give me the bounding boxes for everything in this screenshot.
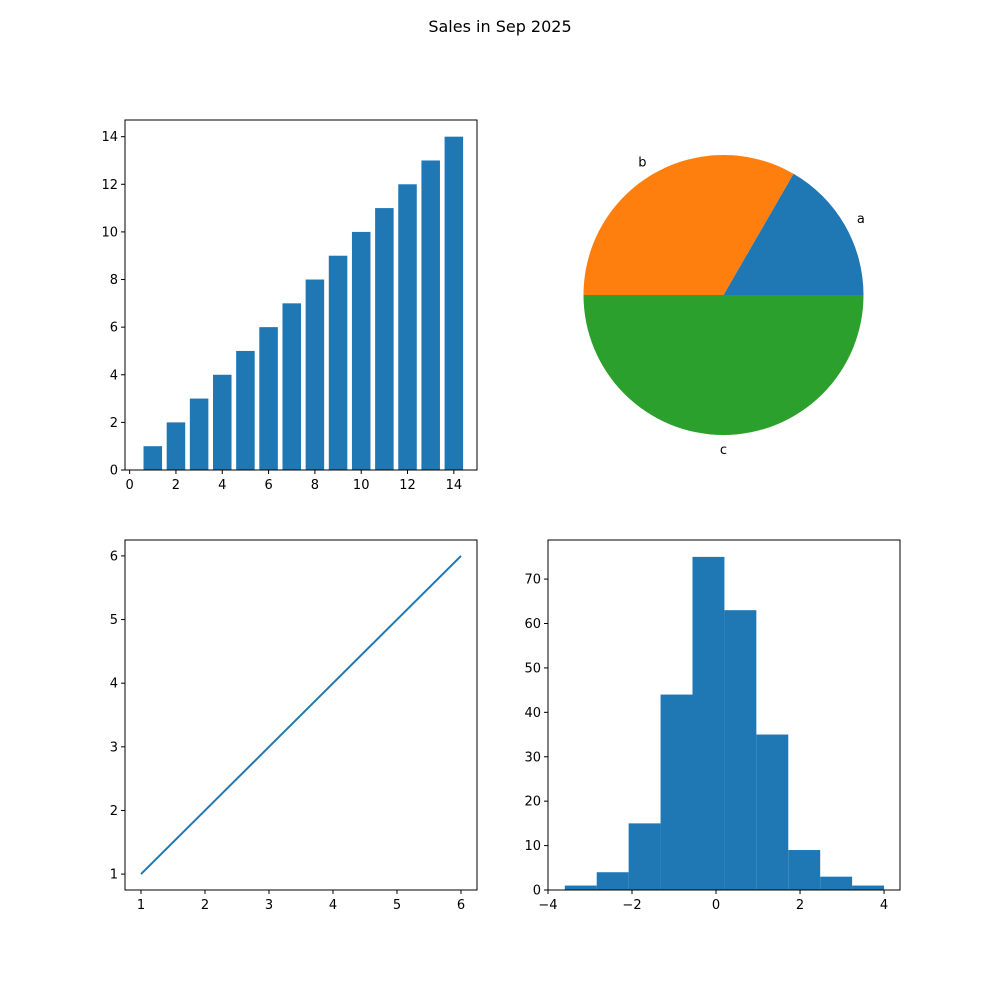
- pie-label-b: b: [638, 156, 646, 171]
- bar-chart-y-tick-label: 0: [110, 464, 118, 479]
- bar-1: [143, 446, 163, 470]
- bar-12: [398, 184, 417, 471]
- histogram-bin-1: [564, 885, 597, 890]
- histogram-y-tick-label: 40: [524, 706, 541, 721]
- line-chart-x-tick-label: 2: [201, 898, 209, 913]
- bar-chart-x-tick-label: 0: [125, 478, 133, 493]
- figure-title: Sales in Sep 2025: [428, 17, 571, 36]
- line-chart-y-tick-label: 5: [110, 613, 118, 628]
- histogram-bin-9: [820, 876, 853, 890]
- bar-chart-axes-frame: [124, 119, 478, 471]
- histogram-y-tick-label: 10: [524, 839, 541, 854]
- bar-7: [282, 303, 301, 470]
- bar-chart-y-tick-label: 8: [110, 273, 118, 288]
- histogram-bin-10: [852, 885, 885, 890]
- histogram-bin-4: [660, 694, 693, 890]
- bar-chart-x-tick-label: 6: [264, 478, 272, 493]
- histogram-y-tick-label: 20: [524, 795, 541, 810]
- histogram-bin-6: [724, 610, 757, 890]
- histogram-bin-2: [596, 872, 629, 890]
- pie-slice-a: [723, 173, 864, 295]
- bar-9: [328, 255, 348, 470]
- bar-chart-y-tick-label: 2: [110, 416, 118, 431]
- bar-13: [421, 160, 440, 470]
- bar-8: [305, 279, 325, 470]
- line-chart-x-tick-label: 4: [329, 898, 337, 913]
- histogram-y-tick-label: 30: [524, 750, 541, 765]
- line-chart-y-tick-label: 1: [110, 868, 118, 883]
- pie-label-a: a: [857, 212, 865, 227]
- bar-3: [189, 398, 209, 470]
- bar-11: [375, 208, 394, 470]
- bar-chart-y-tick-label: 6: [110, 321, 118, 336]
- line-chart-x-tick-label: 5: [393, 898, 401, 913]
- bar-chart-x-tick-label: 2: [172, 478, 180, 493]
- line-chart-panel: 1 2 3 4 5 6 1 2 3 4 5 6: [110, 539, 478, 913]
- bar-chart-y-tick-label: 12: [101, 178, 118, 193]
- bar-chart-x-tick-label: 10: [353, 478, 370, 493]
- pie-slice-b: [583, 155, 794, 295]
- bar-5: [236, 350, 255, 470]
- histogram-y-tick-label: 70: [524, 573, 541, 588]
- bar-10: [351, 231, 371, 470]
- line-chart-y-tick-label: 6: [110, 549, 118, 564]
- histogram-y-tick-label: 60: [524, 617, 541, 632]
- line-chart-y-tick-label: 3: [110, 740, 118, 755]
- histogram-bin-5: [692, 556, 725, 890]
- bar-chart-x-tick-label: 14: [446, 478, 463, 493]
- bar-chart-y-tick-label: 4: [110, 368, 118, 383]
- line-chart-x-tick-label: 1: [137, 898, 145, 913]
- histogram-bin-7: [756, 734, 789, 890]
- line-chart-x-tick-label: 3: [265, 898, 273, 913]
- pie-slice-c: [583, 295, 864, 435]
- line-chart-y-tick-label: 2: [110, 804, 118, 819]
- bar-chart-x-tick-label: 8: [311, 478, 319, 493]
- histogram-axes-frame: [547, 539, 901, 891]
- bar-chart-y-tick-label: 14: [101, 130, 118, 145]
- bar-chart-x-tick-label: 4: [218, 478, 226, 493]
- line-series: [140, 555, 462, 875]
- pie-label-c: c: [720, 443, 727, 458]
- bar-14: [444, 136, 464, 470]
- histogram-x-tick-label: −2: [622, 898, 641, 913]
- bar-chart-x-tick-label: 12: [399, 478, 416, 493]
- histogram-x-tick-label: 2: [796, 898, 804, 913]
- histogram-y-tick-label: 50: [524, 661, 541, 676]
- histogram-bin-3: [628, 823, 661, 890]
- histogram-x-tick-label: 0: [712, 898, 720, 913]
- bar-6: [259, 327, 278, 470]
- line-chart-y-tick-label: 4: [110, 677, 118, 692]
- pie-chart-panel: a b c: [583, 155, 865, 458]
- bar-4: [213, 374, 232, 470]
- line-chart-x-tick-label: 6: [457, 898, 465, 913]
- histogram-x-tick-label: 4: [880, 898, 888, 913]
- line-chart-axes-frame: [124, 539, 478, 891]
- bar-chart-panel: 0 2 4 6 8 10 12 14 0 2 4 6 8 10 12 14: [101, 119, 478, 493]
- histogram-bin-8: [788, 850, 821, 890]
- histogram-y-tick-label: 0: [533, 884, 541, 899]
- bar-2: [166, 422, 186, 470]
- histogram-x-tick-label: −4: [538, 898, 557, 913]
- bar-chart-y-tick-label: 10: [101, 225, 118, 240]
